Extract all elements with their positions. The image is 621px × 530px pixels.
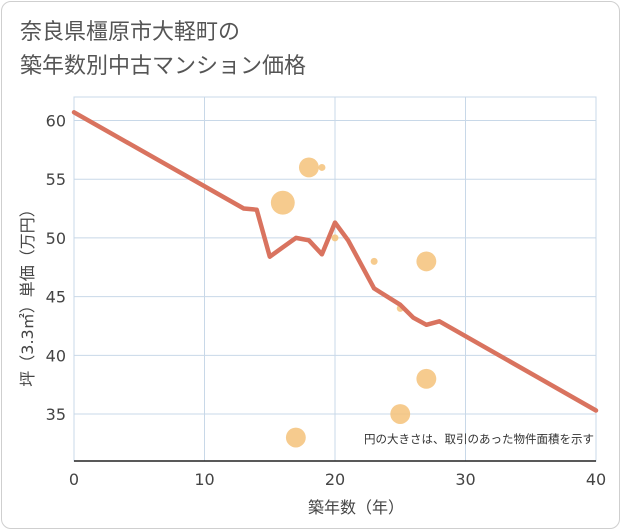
y-tick-label: 40 [46,346,66,365]
bubble-size-note: 円の大きさは、取引のあった物件面積を示す [364,432,594,446]
data-bubble [298,157,319,178]
x-axis-label: 築年数（年） [308,498,404,517]
data-bubble [331,234,339,242]
data-bubble [416,251,437,272]
chart-title-line1: 奈良県橿原市大軽町の [20,20,241,45]
data-bubble [370,257,378,265]
x-tick-label: 10 [194,470,214,489]
trend-series [71,110,599,413]
y-tick-label: 55 [46,170,66,189]
x-tick-label: 20 [325,470,345,489]
grid-lines [73,96,597,462]
y-tick-label: 45 [46,288,66,307]
chart-title-line2: 築年数別中古マンション価格 [20,54,307,79]
bubble-series [270,157,437,448]
tick-labels: 0 10 20 30 40 35 40 45 50 55 60 [46,111,607,489]
x-tick-label: 30 [455,470,475,489]
y-axis-label: 坪（3.3㎡）単価（万円） [18,201,37,386]
data-bubble [270,190,295,215]
chart-title: 奈良県橿原市大軽町の 築年数別中古マンション価格 [20,16,306,84]
x-tick-label: 0 [69,470,79,489]
y-tick-label: 60 [46,111,66,130]
data-bubble [318,163,326,171]
trend-line [71,110,599,413]
y-tick-label: 35 [46,405,66,424]
data-bubble [285,427,306,448]
data-bubble [390,404,411,424]
x-tick-label: 40 [586,470,606,489]
y-tick-label: 50 [46,229,66,248]
data-bubble [416,368,437,389]
